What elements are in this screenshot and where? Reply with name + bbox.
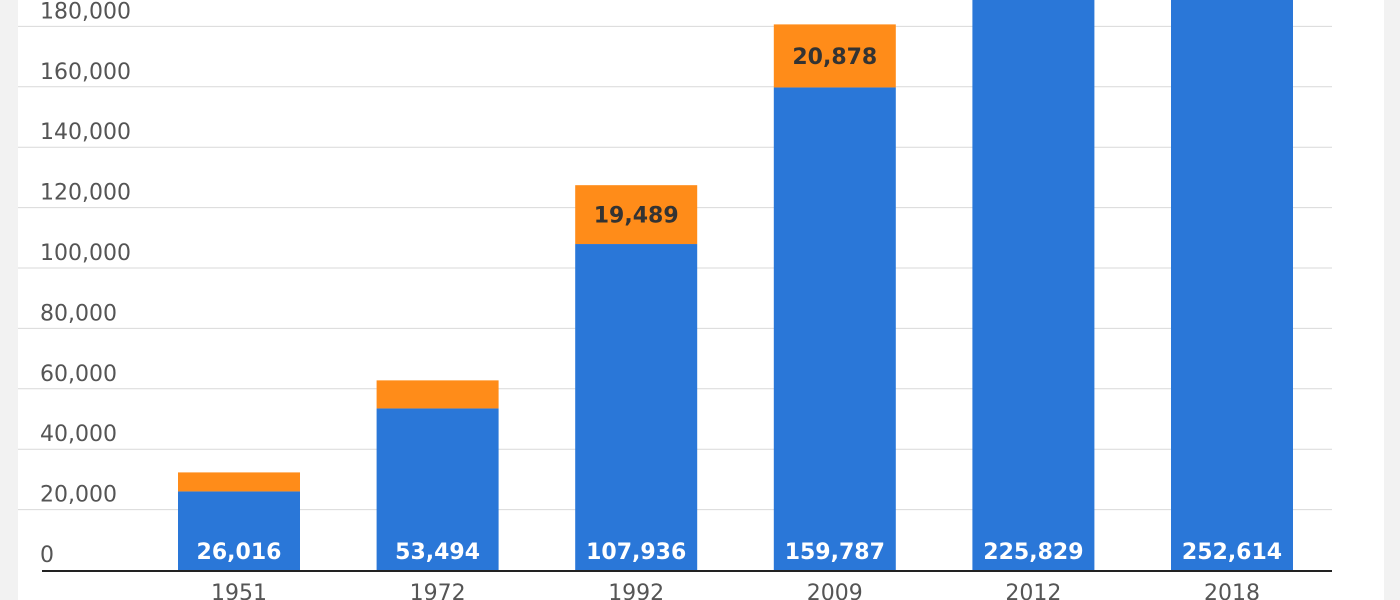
y-tick-label: 160,000 <box>40 60 131 85</box>
bar-segment-secondary <box>773 24 896 88</box>
bar-value-label: 19,489 <box>594 204 679 229</box>
x-tick-label: 1972 <box>410 581 466 600</box>
x-tick-label: 2018 <box>1204 581 1260 600</box>
y-tick-label: 20,000 <box>40 483 117 508</box>
x-tick-label: 1992 <box>608 581 664 600</box>
bar-segment-primary <box>178 491 300 570</box>
y-tick-label: 100,000 <box>40 241 131 266</box>
bar-segment-primary <box>773 87 896 570</box>
bar-segment-primary <box>376 408 499 570</box>
x-tick-label: 2012 <box>1005 581 1061 600</box>
y-tick-label: 80,000 <box>40 301 117 326</box>
bar-value-label: 53,494 <box>395 540 480 565</box>
chart-panel: 0 20,000 40,000 60,000 80,000 100,000 120,000 1… <box>18 0 1384 600</box>
bar-value-label: 225,829 <box>983 540 1083 565</box>
x-axis-ticks: 1951 1972 1992 2009 2012 2018 <box>211 581 1260 600</box>
bar-segment-primary <box>575 244 698 571</box>
y-tick-label: 40,000 <box>40 422 117 447</box>
y-tick-label: 180,000 <box>40 0 131 24</box>
y-tick-label: 120,000 <box>40 181 131 206</box>
bar-segment-secondary <box>376 380 499 409</box>
x-tick-label: 2009 <box>807 581 863 600</box>
x-tick-label: 1951 <box>211 581 267 600</box>
y-tick-label: 0 <box>40 543 54 568</box>
bar-segment-secondary <box>575 185 698 245</box>
bar-value-label: 252,614 <box>1182 540 1282 565</box>
y-tick-label: 60,000 <box>40 362 117 387</box>
bar-segment-primary <box>972 0 1095 571</box>
bar-value-label: 159,787 <box>785 540 885 565</box>
stacked-bar-chart: 0 20,000 40,000 60,000 80,000 100,000 120,000 1… <box>18 0 1332 600</box>
bar-segment-primary <box>1171 0 1293 570</box>
bar-value-label: 20,878 <box>792 45 877 70</box>
bar-segment-secondary <box>178 472 300 492</box>
bar-value-label: 107,936 <box>586 540 686 565</box>
y-tick-label: 140,000 <box>40 120 131 145</box>
bar-value-label: 26,016 <box>197 540 282 565</box>
bars <box>178 0 1293 571</box>
value-labels: 26,016 53,494 107,936 19,489 159,787 20,878 22… <box>197 45 1283 565</box>
y-axis-ticks: 0 20,000 40,000 60,000 80,000 100,000 120,000 1… <box>40 0 131 568</box>
